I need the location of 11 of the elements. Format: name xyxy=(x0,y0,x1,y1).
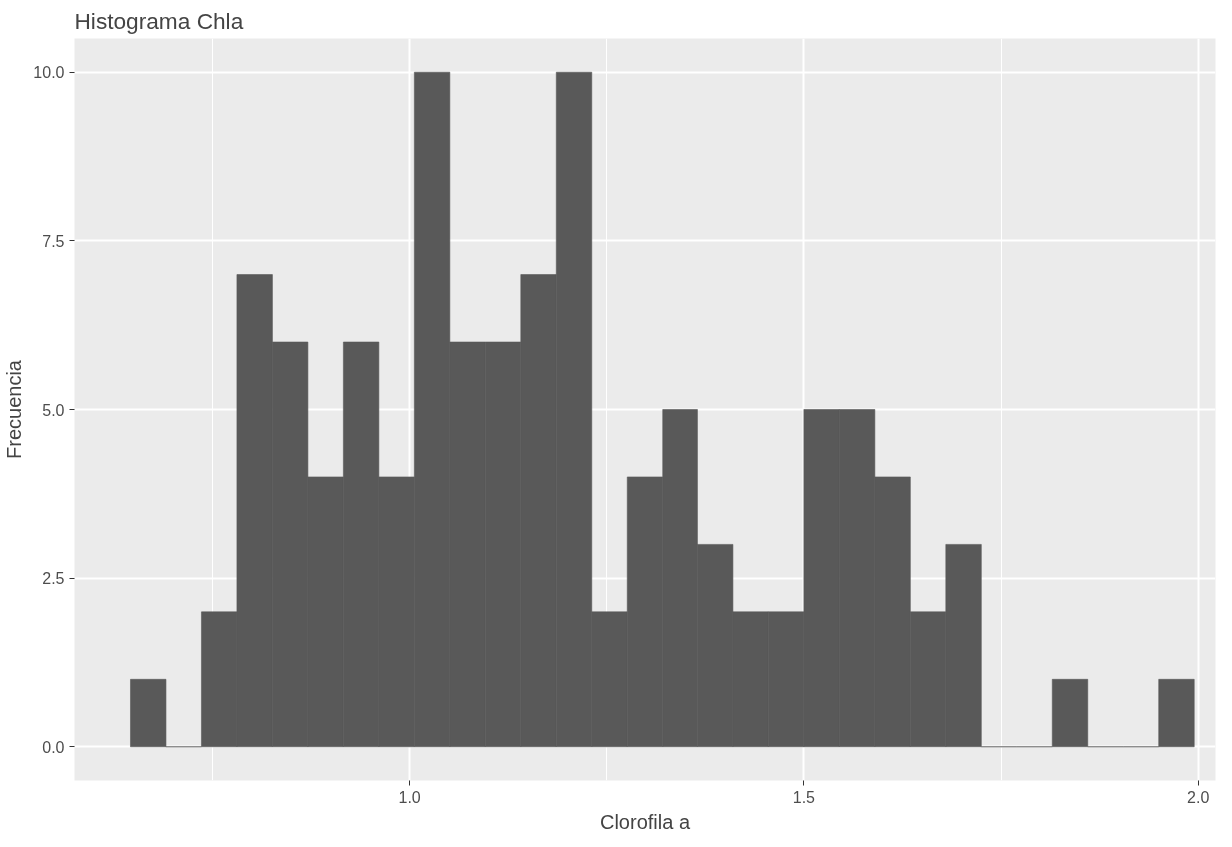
y-tick-label: 7.5 xyxy=(42,232,65,250)
chart-title: Histograma Chla xyxy=(74,7,244,34)
x-tick-label: 2.0 xyxy=(1187,788,1210,806)
y-axis-title: Frecuencia xyxy=(3,359,26,459)
x-axis-title: Clorofila a xyxy=(599,810,691,833)
y-tick-label: 2.5 xyxy=(42,570,65,588)
x-tick-label: 1.5 xyxy=(792,788,816,806)
y-tick-label: 10.0 xyxy=(33,64,65,82)
x-tick-label: 1.0 xyxy=(398,788,421,806)
y-tick-label: 0.0 xyxy=(42,738,65,756)
y-tick-label: 5.0 xyxy=(42,401,65,419)
